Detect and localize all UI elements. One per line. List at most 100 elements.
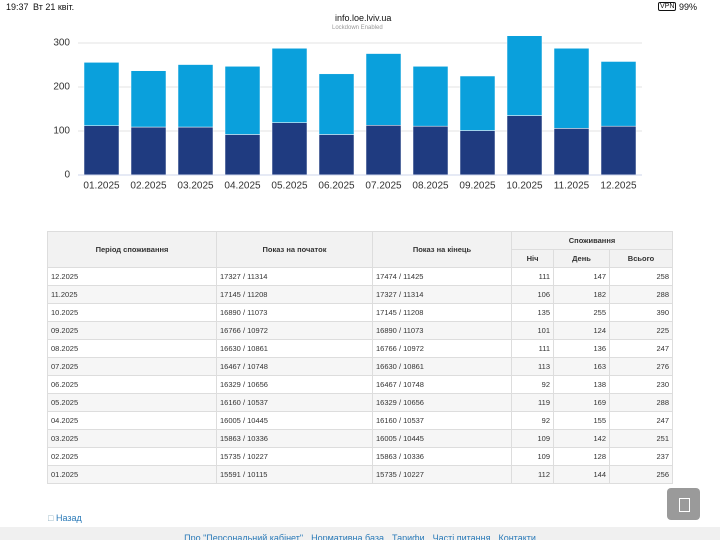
- table-cell: 16630 / 10861: [216, 339, 373, 358]
- x-tick-label: 06.2025: [318, 181, 355, 192]
- bar: [506, 115, 543, 176]
- x-tick-label: 03.2025: [177, 181, 214, 192]
- table-row: 04.2025 16005 / 10445 16160 / 10537 92 155 24…: [47, 411, 673, 430]
- x-tick-label: 12.2025: [600, 181, 637, 192]
- table-row: 03.2025 15863 / 10336 16005 / 10445 109 142 2…: [47, 429, 673, 448]
- bar: [271, 122, 308, 176]
- x-tick-label: 07.2025: [365, 181, 402, 192]
- table-cell: 112: [511, 465, 554, 484]
- x-tick-label: 04.2025: [224, 181, 261, 192]
- table-row: 09.2025 16766 / 10972 16890 / 11073 101 124 2…: [47, 321, 673, 340]
- table-cell: 17327 / 11314: [372, 285, 512, 304]
- table-cell: 251: [609, 429, 673, 448]
- table-cell: 276: [609, 357, 673, 376]
- bar: [318, 73, 355, 135]
- scroll-button[interactable]: [667, 488, 700, 520]
- table-row: 11.2025 17145 / 11208 17327 / 11314 106 182 2…: [47, 285, 673, 304]
- footer-link[interactable]: Про "Персональний кабінет": [184, 533, 304, 540]
- mode: Lockdown Enabled: [332, 25, 383, 31]
- table-cell: 05.2025: [47, 393, 217, 412]
- table-cell: 169: [553, 393, 610, 412]
- bar: [83, 62, 120, 126]
- bar: [553, 128, 590, 176]
- footer-link[interactable]: Тарифи: [392, 533, 425, 540]
- table-cell: 109: [511, 447, 554, 466]
- back-link[interactable]: □ Назад: [48, 513, 82, 523]
- table-cell: 136: [553, 339, 610, 358]
- table-cell: 16160 / 10537: [216, 393, 373, 412]
- bar: [130, 70, 167, 128]
- table-cell: 16467 / 10748: [372, 375, 512, 394]
- bar: [177, 126, 214, 176]
- back-text[interactable]: Назад: [55, 513, 82, 523]
- table-cell: 16890 / 11073: [372, 321, 512, 340]
- date: Вт 21 квіт.: [33, 2, 75, 12]
- table-cell: 17145 / 11208: [216, 285, 373, 304]
- table-cell: 390: [609, 303, 673, 322]
- table-cell: 163: [553, 357, 610, 376]
- header-cell: Споживання: [511, 231, 673, 250]
- bar: [459, 75, 496, 131]
- table-cell: 111: [511, 267, 554, 286]
- table-cell: 10.2025: [47, 303, 217, 322]
- bar: [412, 66, 449, 127]
- bar: [224, 66, 261, 135]
- table-cell: 17474 / 11425: [372, 267, 512, 286]
- table-cell: 288: [609, 393, 673, 412]
- footer-link[interactable]: Часті питання: [432, 533, 491, 540]
- table-row: 10.2025 16890 / 11073 17145 / 11208 135 255 3…: [47, 303, 673, 322]
- consumption-table: Період споживання Показ на початок Показ…: [47, 231, 673, 484]
- table-cell: 17327 / 11314: [216, 267, 373, 286]
- y-tick-label: 100: [53, 126, 70, 137]
- table-cell: 92: [511, 411, 554, 430]
- table-cell: 15591 / 10115: [216, 465, 373, 484]
- table-cell: 288: [609, 285, 673, 304]
- table-cell: 258: [609, 267, 673, 286]
- table-cell: 101: [511, 321, 554, 340]
- bar: [459, 130, 496, 176]
- table-cell: 138: [553, 375, 610, 394]
- footer-link[interactable]: Контакти: [498, 533, 536, 540]
- table-cell: 230: [609, 375, 673, 394]
- x-tick-label: 11.2025: [554, 181, 590, 192]
- x-tick-label: 08.2025: [412, 181, 449, 192]
- url[interactable]: info.loe.lviv.ua: [335, 13, 392, 23]
- table-cell: 15735 / 10227: [372, 465, 512, 484]
- bar: [318, 134, 355, 176]
- table-cell: 128: [553, 447, 610, 466]
- table-cell: 255: [553, 303, 610, 322]
- table-cell: 09.2025: [47, 321, 217, 340]
- bar: [130, 126, 167, 176]
- bar: [553, 48, 590, 129]
- table-cell: 16160 / 10537: [372, 411, 512, 430]
- bar: [600, 125, 637, 176]
- table-cell: 92: [511, 375, 554, 394]
- table-cell: 225: [609, 321, 673, 340]
- footer-link[interactable]: Нормативна база: [311, 533, 384, 540]
- table-cell: 182: [553, 285, 610, 304]
- table-cell: 07.2025: [47, 357, 217, 376]
- table-cell: 16890 / 11073: [216, 303, 373, 322]
- table-row: 06.2025 16329 / 10656 16467 / 10748 92 138 23…: [47, 375, 673, 394]
- table-cell: 01.2025: [47, 465, 217, 484]
- x-tick-label: 10.2025: [506, 181, 543, 192]
- bar: [177, 64, 214, 128]
- table-cell: 15863 / 10336: [216, 429, 373, 448]
- table-cell: 17145 / 11208: [372, 303, 512, 322]
- table-row: 02.2025 15735 / 10227 15863 / 10336 109 128 2…: [47, 447, 673, 466]
- table-cell: 109: [511, 429, 554, 448]
- header-cell: Показ на кінець: [372, 231, 512, 268]
- y-tick-label: 300: [53, 38, 70, 49]
- bar: [365, 125, 402, 176]
- header-cell: Період споживання: [47, 231, 217, 268]
- table-cell: 15735 / 10227: [216, 447, 373, 466]
- y-tick-label: 200: [53, 82, 70, 93]
- x-tick-label: 01.2025: [83, 181, 120, 192]
- vpn: VPN: [658, 2, 677, 11]
- table-cell: 16005 / 10445: [372, 429, 512, 448]
- battery: 99%: [679, 2, 698, 12]
- table-cell: 02.2025: [47, 447, 217, 466]
- table-cell: 16766 / 10972: [216, 321, 373, 340]
- table-cell: 119: [511, 393, 554, 412]
